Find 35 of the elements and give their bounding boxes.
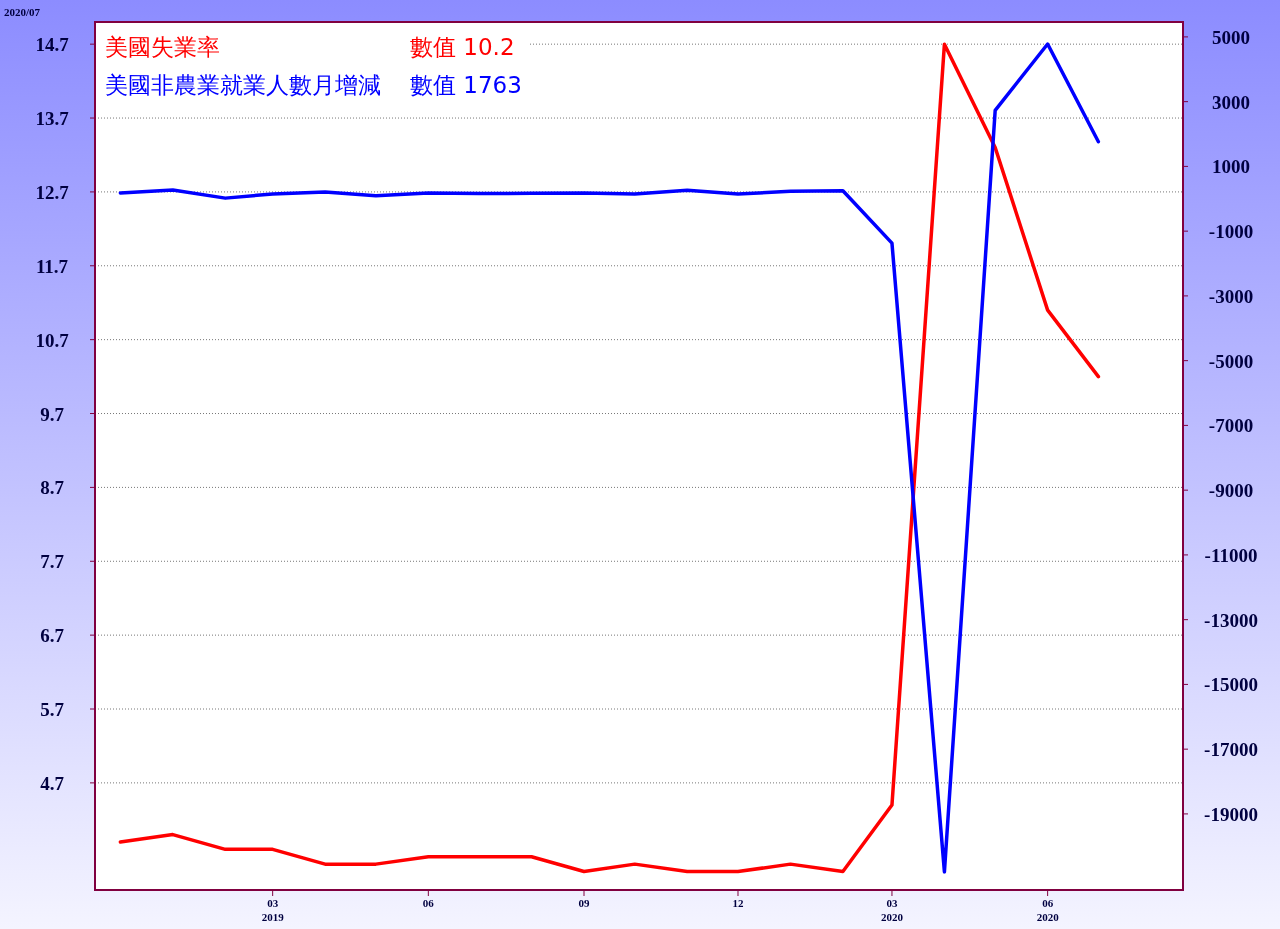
- y2-tick-label: -15000: [1204, 674, 1258, 696]
- y-tick-label: 12.7: [35, 181, 70, 203]
- x-tick-label: 03 2019: [261, 897, 285, 923]
- annotation: 數值 1763: [410, 72, 522, 98]
- y2-tick-label: -5000: [1208, 350, 1254, 372]
- y2-tick-label: -17000: [1204, 739, 1258, 761]
- y-tick-label: 10.7: [35, 329, 70, 351]
- x-tick-label: 06: [422, 897, 435, 909]
- y2-tick-label: -11000: [1204, 544, 1258, 566]
- y2-tick-label: -13000: [1204, 609, 1258, 631]
- y-tick-label: 13.7: [35, 108, 70, 130]
- y2-tick-label: -9000: [1208, 480, 1254, 502]
- text: 2020/07: [4, 6, 41, 18]
- annotation: 數值 10.2: [410, 34, 515, 60]
- x-tick-label: 03 2020: [880, 897, 904, 923]
- y-tick-label: 4.7: [40, 772, 65, 794]
- x-tick-label: 09: [578, 897, 591, 909]
- y-tick-label: 8.7: [40, 477, 65, 499]
- text: 美國非農業就業人數月增減: [105, 72, 381, 98]
- y-tick-label: 7.7: [40, 551, 65, 573]
- y2-tick-label: -1000: [1208, 221, 1254, 243]
- y2-tick-label: -3000: [1208, 285, 1254, 307]
- y2-tick-label: 3000: [1212, 91, 1250, 113]
- text: 美國失業率: [105, 34, 220, 60]
- y-tick-label: 14.7: [35, 34, 70, 56]
- y-tick-label: 6.7: [40, 625, 65, 647]
- y2-tick-label: 5000: [1212, 26, 1250, 48]
- y-tick-label: 5.7: [40, 699, 65, 721]
- y2-tick-label: -7000: [1208, 415, 1254, 437]
- y2-tick-label: -19000: [1204, 803, 1258, 825]
- x-tick-label: 06 2020: [1036, 897, 1060, 923]
- y-tick-label: 11.7: [35, 255, 69, 277]
- x-tick-label: 12: [732, 897, 744, 909]
- y-tick-label: 9.7: [40, 403, 65, 425]
- y2-tick-label: 1000: [1212, 156, 1250, 178]
